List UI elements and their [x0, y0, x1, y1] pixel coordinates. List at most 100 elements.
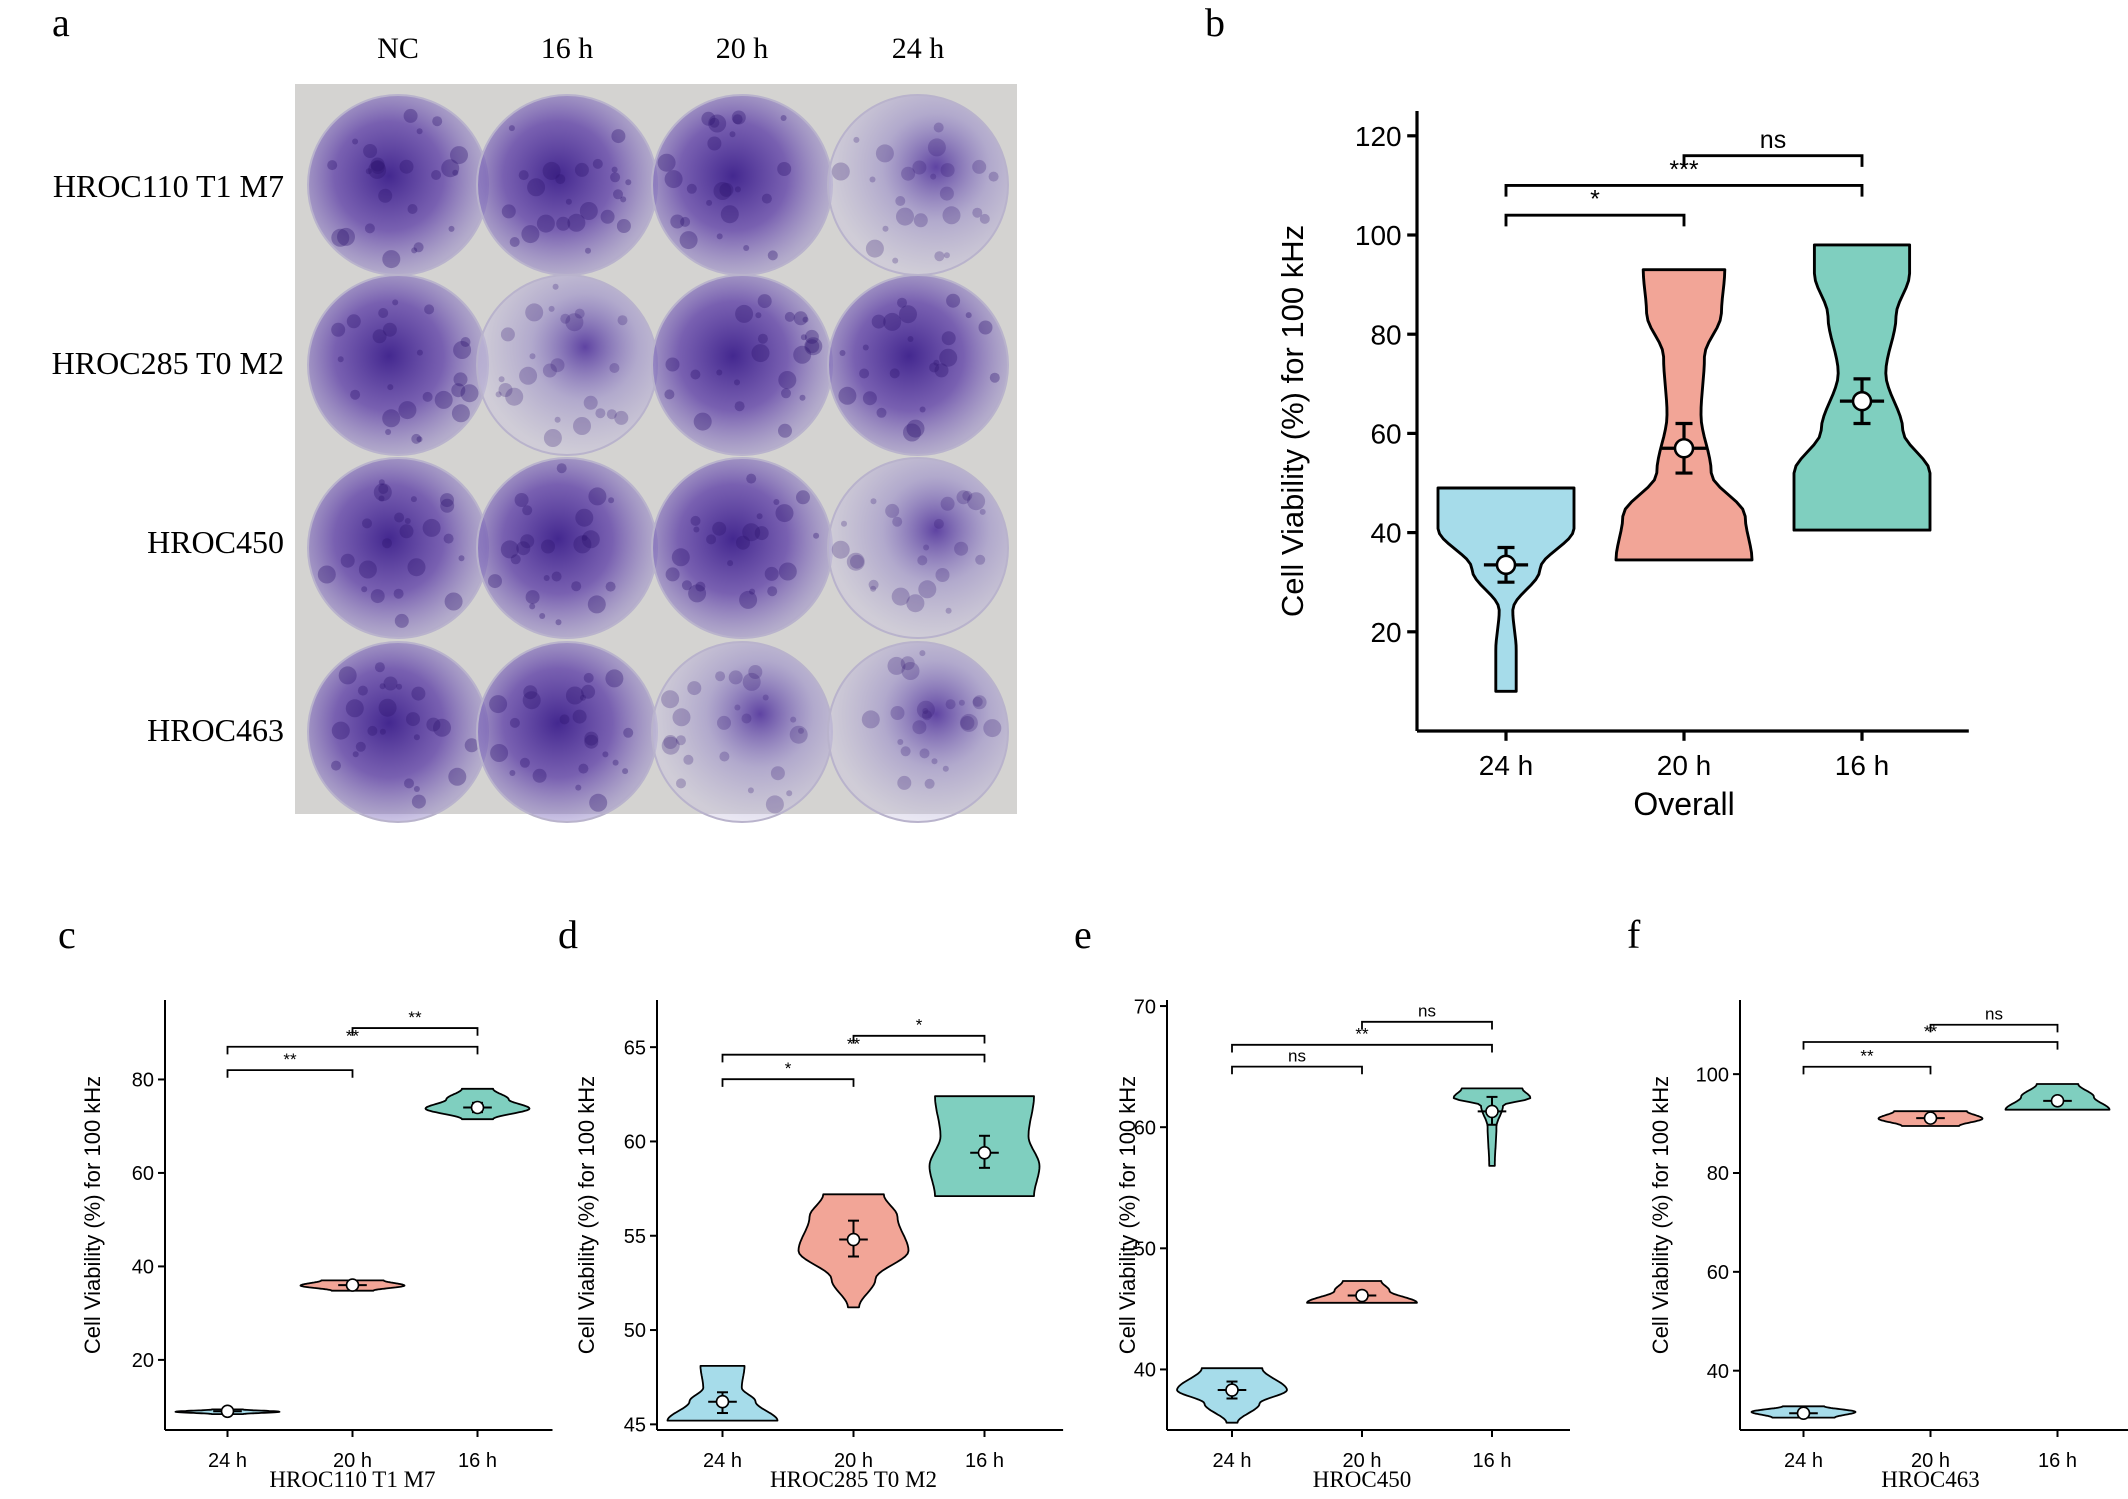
stain-speckle: [378, 479, 385, 486]
stain-speckle: [337, 356, 344, 363]
stain-speckle: [796, 490, 810, 505]
stain-speckle: [899, 305, 917, 324]
mean-point: [1485, 1104, 1499, 1119]
stain-speckle: [912, 160, 927, 175]
stain-speckle: [392, 299, 399, 306]
stain-speckle: [945, 699, 956, 710]
stain-speckle: [337, 227, 355, 246]
significance-bracket: [1929, 1023, 2059, 1033]
stain-speckle: [919, 748, 930, 759]
stain-speckle: [670, 214, 685, 229]
stain-speckle: [556, 463, 567, 474]
chart-c-hroc110: 20 40 60 80 24 h 20 h 16 h Cell Viability (%) f…: [80, 1000, 553, 1492]
stain-speckle: [416, 128, 423, 135]
stain-speckle: [939, 186, 954, 201]
mean-point: [2050, 1094, 2065, 1108]
stain-speckle: [452, 169, 459, 176]
significance-bracket: [1231, 1065, 1363, 1075]
stain-speckle: [706, 199, 713, 206]
stain-speckle: [616, 219, 631, 233]
stain-speckle: [571, 581, 582, 592]
stain-speckle: [411, 247, 418, 254]
stain-speckle: [352, 138, 359, 145]
stain-speckle: [378, 495, 385, 502]
stain-speckle: [373, 483, 392, 502]
stain-speckle: [407, 204, 418, 214]
stain-speckle: [988, 171, 999, 182]
culture-well: [827, 94, 1009, 276]
stain-speckle: [865, 239, 884, 258]
stain-speckle: [846, 552, 865, 571]
stain-speckle: [382, 250, 401, 269]
stain-speckle: [960, 716, 975, 730]
stain-speckle: [897, 775, 912, 790]
stain-speckle: [729, 131, 736, 138]
stain-speckle: [813, 532, 820, 539]
stain-speckle: [575, 508, 594, 527]
stain-speckle: [978, 320, 993, 335]
significance-bracket: [1802, 1065, 1932, 1075]
y-tick-label: 40: [132, 1257, 154, 1279]
stain-speckle: [574, 308, 585, 319]
x-tick-label: 16 h: [2038, 1450, 2077, 1472]
y-tick-label: 60: [1134, 1117, 1156, 1139]
chart-b-overall: 20 40 60 80 100 120 24 h 20 h 16 h Cell Viability…: [1275, 111, 1969, 822]
stain-speckle: [956, 490, 971, 505]
significance-bracket: [1504, 213, 1686, 227]
stain-speckle: [578, 763, 589, 774]
stain-speckle: [868, 579, 879, 590]
stain-speckle: [548, 305, 555, 312]
stain-speckle: [687, 681, 702, 696]
stain-speckle: [728, 670, 743, 685]
stain-speckle: [715, 671, 726, 682]
y-tick-label: 120: [1355, 121, 1402, 152]
stain-speckle: [695, 581, 706, 592]
y-tick-label: 70: [1134, 996, 1156, 1018]
stain-speckle: [422, 518, 441, 537]
stain-speckle: [519, 366, 538, 385]
stain-speckle: [892, 516, 903, 527]
x-tick-label: 20 h: [834, 1450, 873, 1472]
stain-speckle: [793, 311, 808, 326]
stain-speckle: [374, 662, 385, 673]
stain-speckle: [885, 503, 900, 518]
stain-speckle: [514, 493, 529, 507]
stain-speckle: [930, 173, 937, 180]
mean-point: [977, 1145, 992, 1160]
stain-speckle: [919, 406, 926, 413]
column-label-24h: 24 h: [892, 32, 945, 65]
significance-label: **: [346, 1027, 360, 1046]
significance-bracket: [852, 1034, 986, 1044]
stain-speckle: [620, 196, 627, 203]
stain-speckle: [572, 709, 587, 724]
panel-letters: a b c d e f: [52, 0, 1641, 957]
x-tick-label: 16 h: [1835, 750, 1890, 781]
stain-speckle: [853, 136, 860, 143]
stain-speckle: [451, 383, 466, 398]
stain-speckle: [583, 672, 594, 683]
stain-speckle: [781, 388, 791, 399]
stain-speckle: [406, 712, 420, 727]
mean-point: [1355, 1288, 1369, 1303]
stain-speckle: [764, 566, 779, 581]
stain-speckle: [382, 409, 401, 428]
stain-speckle: [862, 391, 877, 406]
x-axis-label: HROC450: [1313, 1467, 1411, 1492]
stain-speckle: [543, 575, 550, 581]
stain-speckle: [579, 202, 598, 220]
stain-speckle: [623, 727, 634, 738]
y-tick-label: 50: [624, 1320, 646, 1342]
significance-bracket: [351, 1027, 479, 1036]
stain-speckle: [665, 357, 680, 372]
y-axis-label: Cell Viability (%) for 100 kHz: [1648, 1076, 1673, 1354]
stain-speckle: [550, 358, 565, 373]
stain-speckle: [918, 580, 937, 599]
stain-speckle: [754, 526, 769, 541]
stain-speckle: [368, 160, 387, 179]
stain-speckle: [372, 329, 387, 344]
stain-speckle: [411, 686, 426, 701]
mean-point: [470, 1100, 485, 1115]
stain-speckle: [383, 676, 398, 691]
stain-speckle: [338, 666, 357, 685]
stain-speckle: [679, 231, 698, 250]
